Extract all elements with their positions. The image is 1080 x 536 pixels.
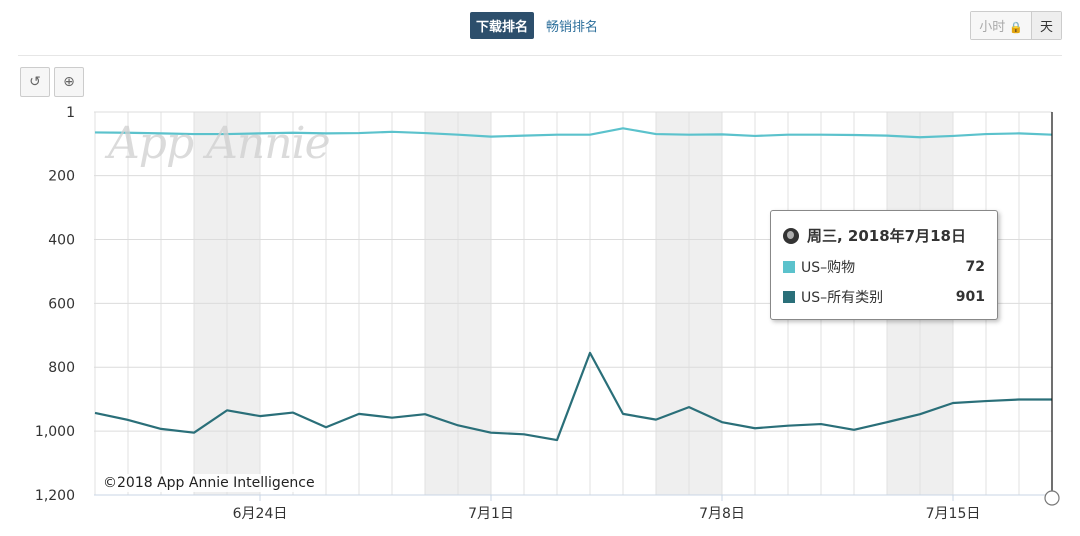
chart-toolbar: ↺ ⊕: [20, 67, 84, 97]
zoom-button[interactable]: ⊕: [54, 67, 84, 97]
ranking-tabs: 下载排名 畅销排名: [470, 12, 604, 39]
tab-downloads[interactable]: 下载排名: [470, 12, 535, 39]
x-tick-label: 7月8日: [699, 506, 745, 522]
y-tick-label: 1: [66, 105, 75, 121]
granularity-day-button[interactable]: 天: [1030, 12, 1061, 39]
x-tick-label: 7月1日: [468, 506, 514, 522]
chart-tooltip: 周三, 2018年7月18日 US–购物 72 US–所有类别 901: [770, 210, 998, 320]
legend-swatch-all: [783, 291, 795, 303]
tooltip-title: 周三, 2018年7月18日: [783, 225, 966, 246]
y-tick-label: 1,000: [35, 424, 75, 440]
tooltip-series-name: US–购物: [801, 260, 856, 276]
tooltip-series-value: 72: [965, 259, 985, 275]
crosshair-handle: [1044, 490, 1060, 506]
tooltip-date: 周三, 2018年7月18日: [807, 227, 966, 245]
tooltip-row: US–所有类别 901: [783, 287, 985, 307]
y-tick-label: 200: [48, 169, 75, 185]
lock-icon: 🔒: [1009, 21, 1023, 34]
granularity-hour-label: 小时: [979, 20, 1006, 35]
y-tick-label: 600: [48, 296, 75, 312]
copyright-text: ©2018 App Annie Intelligence: [100, 474, 318, 492]
reset-icon: ↺: [29, 74, 41, 90]
y-tick-label: 800: [48, 360, 75, 376]
legend-swatch-shopping: [783, 261, 795, 273]
x-tick-label: 6月24日: [233, 506, 288, 522]
granularity-toggle: 小时 🔒 天: [970, 11, 1062, 40]
reset-zoom-button[interactable]: ↺: [20, 67, 50, 97]
tab-grossing[interactable]: 畅销排名: [546, 20, 599, 35]
tooltip-row: US–购物 72: [783, 257, 985, 277]
y-tick-label: 400: [48, 232, 75, 248]
tooltip-series-name: US–所有类别: [801, 290, 884, 306]
header-divider: [18, 55, 1062, 56]
watermark: App Annie: [108, 118, 331, 169]
tooltip-series-value: 901: [955, 289, 985, 305]
globe-icon: [783, 227, 799, 244]
x-tick-label: 7月15日: [926, 506, 981, 522]
granularity-hour-button[interactable]: 小时 🔒: [971, 12, 1031, 39]
y-tick-label: 1,200: [35, 488, 75, 504]
series-line-shopping: [94, 127, 1053, 139]
series-line-all-categories: [94, 351, 1052, 442]
zoom-icon: ⊕: [63, 74, 75, 90]
